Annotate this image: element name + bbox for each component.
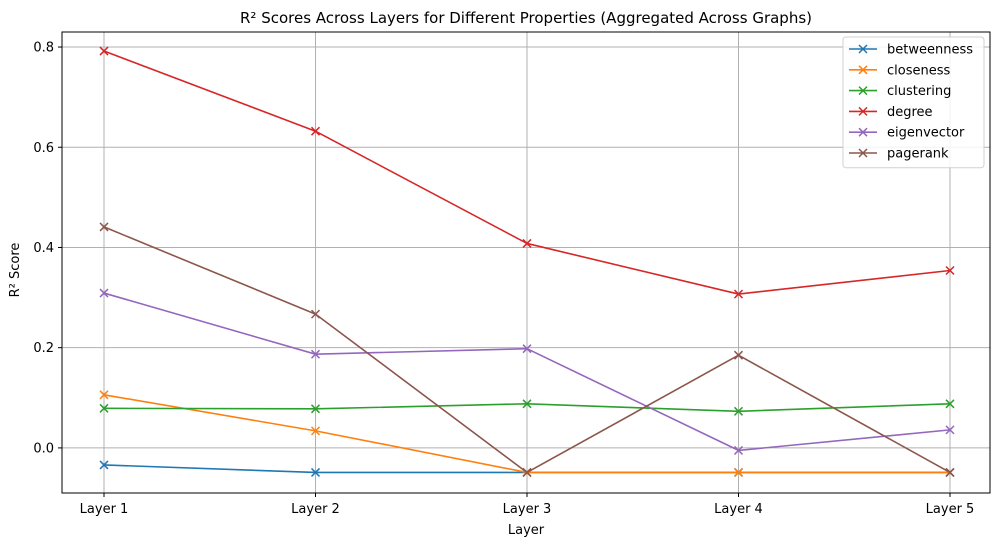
series-pagerank xyxy=(99,222,955,477)
data-point-clustering xyxy=(310,404,321,414)
legend-label: betweenness xyxy=(887,43,973,58)
data-point-pagerank xyxy=(733,350,744,360)
x-tick-label: Layer 5 xyxy=(926,502,975,517)
data-point-clustering xyxy=(522,399,532,409)
series-degree xyxy=(99,46,955,299)
legend-item-closeness: closeness xyxy=(849,63,950,78)
legend-label: clustering xyxy=(887,84,951,99)
data-point-closeness xyxy=(310,426,321,436)
data-point-eigenvector xyxy=(945,425,955,435)
data-point-pagerank xyxy=(99,222,109,232)
data-point-eigenvector xyxy=(733,445,744,455)
legend-label: pagerank xyxy=(887,147,949,162)
legend: betweenness closeness clustering degree eige… xyxy=(842,36,985,169)
chart-title: R² Scores Across Layers for Different Pr… xyxy=(240,9,812,27)
y-tick-label: 0.6 xyxy=(33,141,54,156)
data-point-pagerank xyxy=(522,467,532,477)
y-tick-label: 0.0 xyxy=(33,441,54,456)
legend-box xyxy=(842,36,985,169)
data-point-closeness xyxy=(733,467,744,477)
legend-item-betweenness: betweenness xyxy=(849,43,973,58)
x-tick-label: Layer 3 xyxy=(503,502,552,517)
ticks-layer: Layer 1 Layer 2 Layer 3 Layer 4 Layer 5 0.0 0.… xyxy=(33,41,974,517)
y-tick-label: 0.2 xyxy=(33,341,54,356)
data-point-clustering xyxy=(99,403,109,413)
y-tick-label: 0.8 xyxy=(33,41,54,56)
y-tick-label: 0.4 xyxy=(33,241,54,256)
data-point-betweenness xyxy=(99,460,109,470)
data-point-clustering xyxy=(733,406,744,416)
series-layer xyxy=(99,46,955,477)
data-point-degree xyxy=(310,126,321,136)
series-clustering xyxy=(99,399,955,416)
data-point-betweenness xyxy=(310,467,321,477)
data-point-degree xyxy=(945,265,955,276)
data-point-eigenvector xyxy=(310,349,321,359)
data-point-eigenvector xyxy=(99,288,109,298)
x-tick-label: Layer 2 xyxy=(291,502,340,517)
x-tick-label: Layer 1 xyxy=(80,502,129,517)
data-point-closeness xyxy=(99,390,109,400)
data-point-degree xyxy=(99,46,109,56)
legend-item-clustering: clustering xyxy=(849,84,951,99)
data-point-clustering xyxy=(945,399,955,409)
x-tick-label: Layer 4 xyxy=(714,502,763,517)
legend-item-degree: degree xyxy=(849,105,933,120)
data-point-degree xyxy=(522,238,532,248)
data-point-eigenvector xyxy=(522,344,532,354)
legend-label: eigenvector xyxy=(887,126,965,141)
plot-area-frame xyxy=(61,31,991,494)
series-eigenvector xyxy=(99,288,955,455)
data-point-pagerank xyxy=(945,467,955,477)
y-axis-label: R² Score xyxy=(8,243,23,298)
legend-item-pagerank: pagerank xyxy=(849,147,949,162)
data-point-pagerank xyxy=(310,309,321,319)
x-axis-label: Layer xyxy=(508,523,545,538)
data-point-degree xyxy=(733,289,744,299)
legend-label: degree xyxy=(887,105,933,120)
legend-item-eigenvector: eigenvector xyxy=(849,126,965,141)
legend-label: closeness xyxy=(887,63,950,78)
